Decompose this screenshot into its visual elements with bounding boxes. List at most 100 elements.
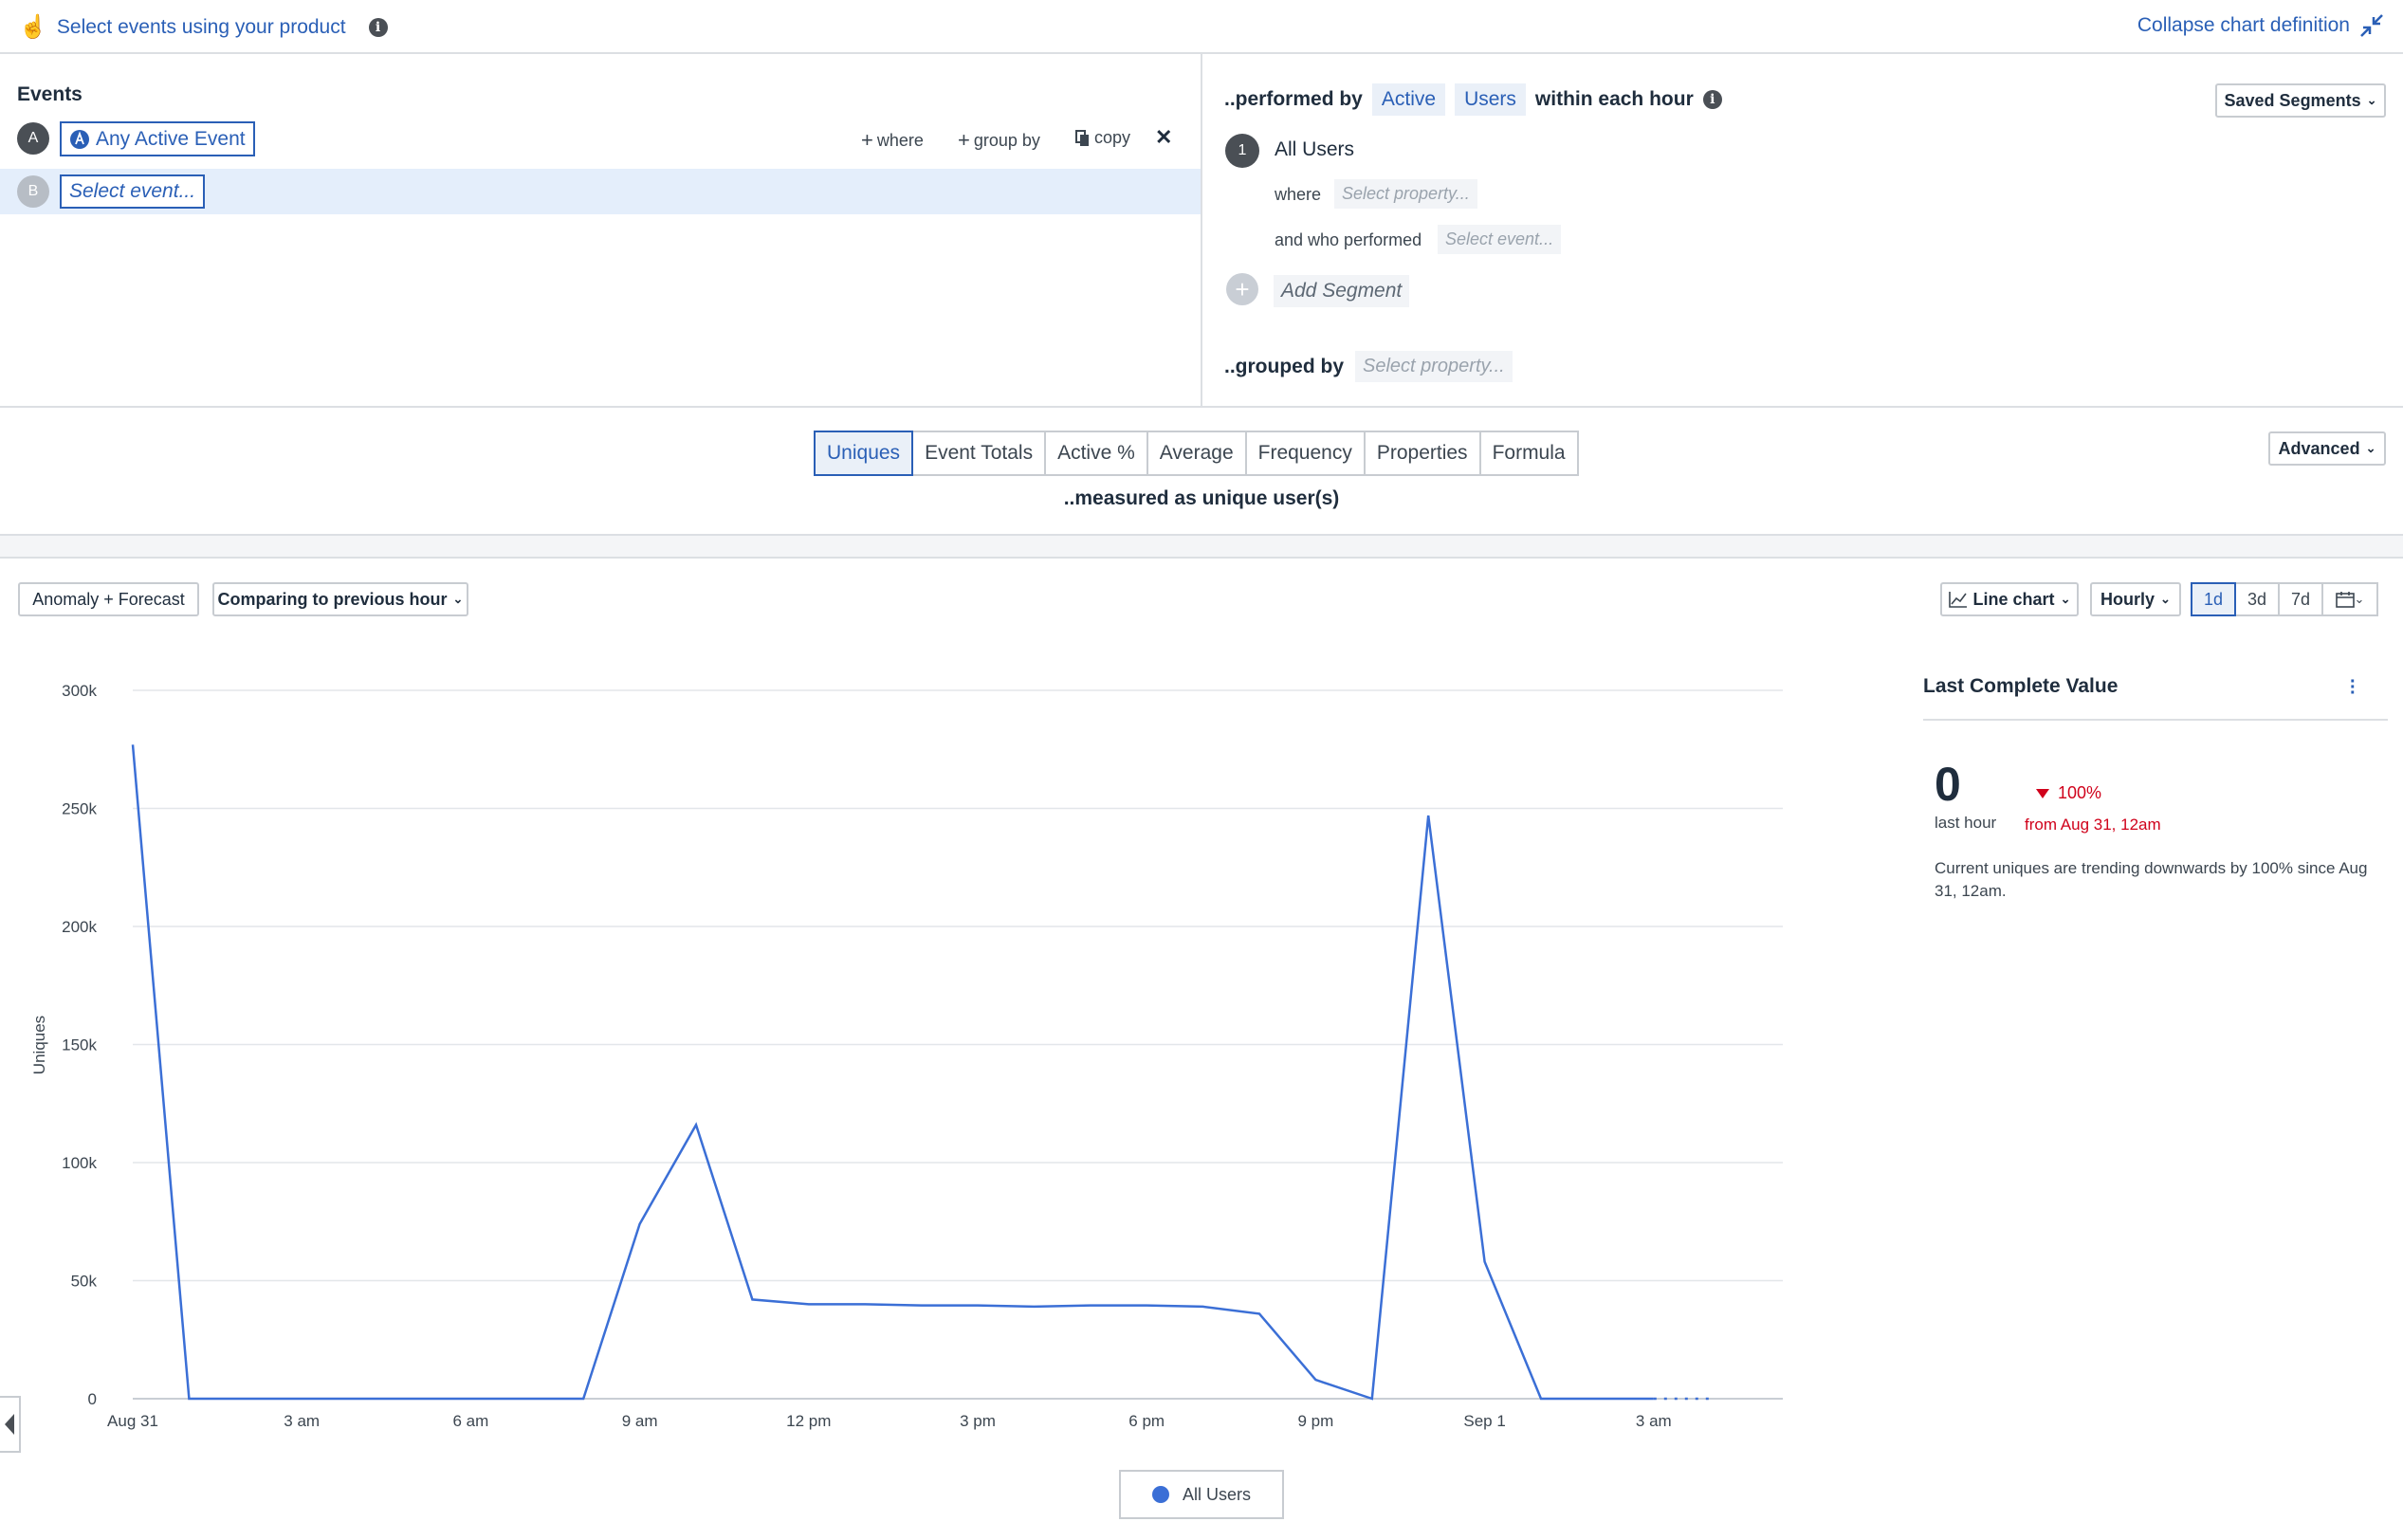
anomaly-forecast-button[interactable]: Anomaly + Forecast: [18, 582, 199, 616]
who-performed-event-select[interactable]: Select event...: [1438, 225, 1562, 254]
event-a-selector[interactable]: Any Active Event: [60, 121, 255, 156]
add-segment-button[interactable]: Add Segment: [1274, 275, 1410, 307]
copy-label: copy: [1094, 128, 1131, 147]
tab-frequency[interactable]: Frequency: [1244, 431, 1366, 476]
range-1d[interactable]: 1d: [2191, 582, 2236, 616]
measure-tabs: Uniques Event Totals Active % Average Fr…: [814, 431, 1579, 476]
where-action[interactable]: + where: [861, 128, 924, 153]
more-options-icon[interactable]: · · ·: [2350, 671, 2357, 704]
measured-as-caption: ..measured as unique user(s): [1063, 487, 1340, 509]
chart-gridlines: [133, 689, 1783, 1400]
plus-icon: +: [958, 128, 970, 152]
calendar-dropdown[interactable]: ⌄: [2321, 582, 2378, 616]
tab-formula[interactable]: Formula: [1478, 431, 1579, 476]
legend-swatch: [1151, 1486, 1169, 1503]
chevron-down-icon: ⌄: [452, 592, 464, 606]
who-performed-label: and who performed: [1275, 230, 1422, 249]
comparing-dropdown[interactable]: Comparing to previous hour ⌄: [212, 582, 468, 616]
last-value: 0: [1935, 758, 1961, 811]
segment-number-badge: 1: [1225, 134, 1259, 168]
series-line-all-users[interactable]: [131, 744, 1654, 1401]
x-tick-label: 9 am: [622, 1412, 658, 1430]
chevron-down-icon: ⌄: [2060, 592, 2071, 606]
select-events-link[interactable]: ☝ Select events using your product i: [19, 13, 388, 41]
copy-action[interactable]: copy: [1075, 128, 1130, 148]
x-tick-label: 3 am: [1636, 1412, 1672, 1430]
change-indicator: 100%: [2035, 783, 2101, 803]
tab-average[interactable]: Average: [1146, 431, 1247, 476]
panel-divider: [1923, 719, 2388, 721]
x-tick-label: 3 pm: [960, 1412, 996, 1430]
info-icon[interactable]: i: [368, 17, 388, 37]
collapse-label[interactable]: Collapse chart definition: [2137, 14, 2350, 36]
y-axis-ticks: 0 50k 100k 150k 200k 250k 300k: [62, 682, 97, 1408]
active-chip[interactable]: Active: [1371, 83, 1446, 116]
y-axis-label: Uniques: [30, 1016, 48, 1074]
chevron-down-icon: ⌄: [2366, 93, 2377, 107]
saved-segments-button[interactable]: Saved Segments ⌄: [2215, 83, 2386, 118]
remove-event-button[interactable]: ✕: [1155, 125, 1173, 149]
group-by-action[interactable]: + group by: [958, 128, 1040, 153]
segment-name[interactable]: All Users: [1275, 138, 1355, 160]
chart-type-dropdown[interactable]: Line chart ⌄: [1940, 582, 2079, 616]
collapse-arrows-icon[interactable]: [2359, 13, 2384, 38]
tab-properties[interactable]: Properties: [1363, 431, 1481, 476]
line-chart-icon: [1948, 592, 1967, 608]
section-separator: [0, 534, 2403, 559]
y-tick-label: 100k: [62, 1154, 97, 1172]
info-icon[interactable]: i: [1702, 90, 1722, 109]
trend-description: Current uniques are trending downwards b…: [1935, 859, 2368, 900]
y-tick-label: 0: [88, 1390, 97, 1408]
copy-icon: [1075, 129, 1089, 146]
plus-icon: +: [861, 128, 873, 152]
where-label: where: [876, 130, 924, 150]
x-tick-label: 3 am: [284, 1412, 320, 1430]
add-segment-plus-icon[interactable]: +: [1226, 273, 1258, 305]
interval-dropdown[interactable]: Hourly ⌄: [2090, 582, 2181, 616]
tab-event-totals[interactable]: Event Totals: [911, 431, 1047, 476]
event-b-label[interactable]: Select event...: [69, 180, 196, 202]
advanced-button[interactable]: Advanced ⌄: [2268, 431, 2386, 466]
down-triangle-icon: [2036, 788, 2049, 798]
performed-by-row: ..performed by Active Users within each …: [1224, 83, 1722, 116]
x-tick-label: 6 am: [453, 1412, 489, 1430]
x-tick-label: Sep 1: [1463, 1412, 1505, 1430]
chart-legend[interactable]: All Users: [1119, 1470, 1284, 1519]
change-percent: 100%: [2058, 783, 2102, 802]
event-letter-badge: B: [17, 175, 49, 208]
chart-type-label: Line chart: [1972, 589, 2055, 609]
tab-uniques[interactable]: Uniques: [814, 431, 914, 476]
range-3d[interactable]: 3d: [2234, 582, 2280, 616]
group-by-label: group by: [973, 130, 1040, 150]
performed-by-label: ..performed by: [1224, 88, 1363, 110]
y-tick-label: 50k: [71, 1273, 98, 1291]
tab-active-percent[interactable]: Active %: [1044, 431, 1148, 476]
event-letter-a: A: [17, 122, 49, 155]
event-letter-badge: A: [17, 122, 49, 155]
triangle-left-icon: [5, 1414, 14, 1435]
event-b-selector[interactable]: Select event...: [60, 174, 206, 209]
x-tick-label: 9 pm: [1298, 1412, 1334, 1430]
anomaly-forecast-label: Anomaly + Forecast: [32, 589, 185, 609]
y-tick-label: 300k: [62, 682, 97, 700]
events-heading: Events: [17, 83, 83, 105]
grouped-by-property-select[interactable]: Select property...: [1355, 351, 1513, 382]
last-complete-value-title: Last Complete Value: [1923, 675, 2119, 697]
chart-series: [131, 744, 1711, 1401]
segment-property-select[interactable]: Select property...: [1334, 179, 1477, 209]
expand-left-panel-handle[interactable]: [0, 1396, 21, 1453]
saved-segments-label: Saved Segments: [2224, 90, 2361, 110]
select-events-label[interactable]: Select events using your product: [56, 15, 346, 38]
y-tick-label: 250k: [62, 800, 97, 818]
event-a-label: Any Active Event: [96, 127, 246, 150]
x-axis-ticks: Aug 31 3 am 6 am 9 am 12 pm 3 pm 6 pm 9 pm Sep 1…: [107, 1412, 1672, 1430]
comparing-label: Comparing to previous hour: [217, 589, 448, 609]
range-7d[interactable]: 7d: [2278, 582, 2323, 616]
calendar-icon: [2335, 592, 2355, 608]
users-chip[interactable]: Users: [1455, 83, 1526, 116]
collapse-chart-definition[interactable]: Collapse chart definition: [2137, 13, 2384, 38]
interval-label: Hourly: [2100, 589, 2155, 609]
chevron-down-icon: ⌄: [2354, 592, 2365, 606]
x-tick-label: Aug 31: [107, 1412, 158, 1430]
legend-label: All Users: [1182, 1484, 1251, 1504]
